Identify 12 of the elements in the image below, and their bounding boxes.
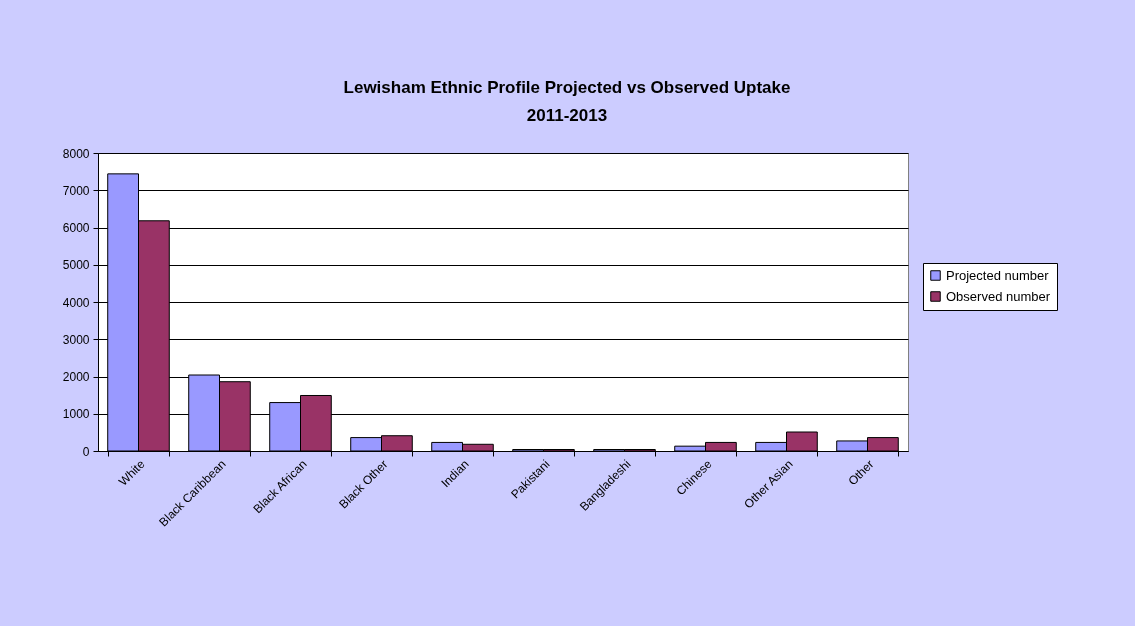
chart-title: Lewisham Ethnic Profile Projected vs Observed Uptake 2011-2013 bbox=[343, 78, 791, 125]
y-tick-label: 6000 bbox=[62, 221, 90, 235]
y-tick-label: 2000 bbox=[62, 370, 90, 384]
y-tick-label: 0 bbox=[82, 444, 90, 459]
y-tick-label: 1000 bbox=[62, 407, 90, 422]
legend-label: Projected number bbox=[946, 267, 1050, 283]
y-tick-label: 3000 bbox=[62, 332, 90, 347]
legend-label: Observed number bbox=[946, 288, 1051, 304]
y-tick-label: 7000 bbox=[62, 183, 90, 198]
y-tick-label: 8000 bbox=[62, 146, 90, 161]
y-tick-label: 4000 bbox=[62, 295, 90, 310]
y-tick-label: 5000 bbox=[62, 258, 90, 273]
